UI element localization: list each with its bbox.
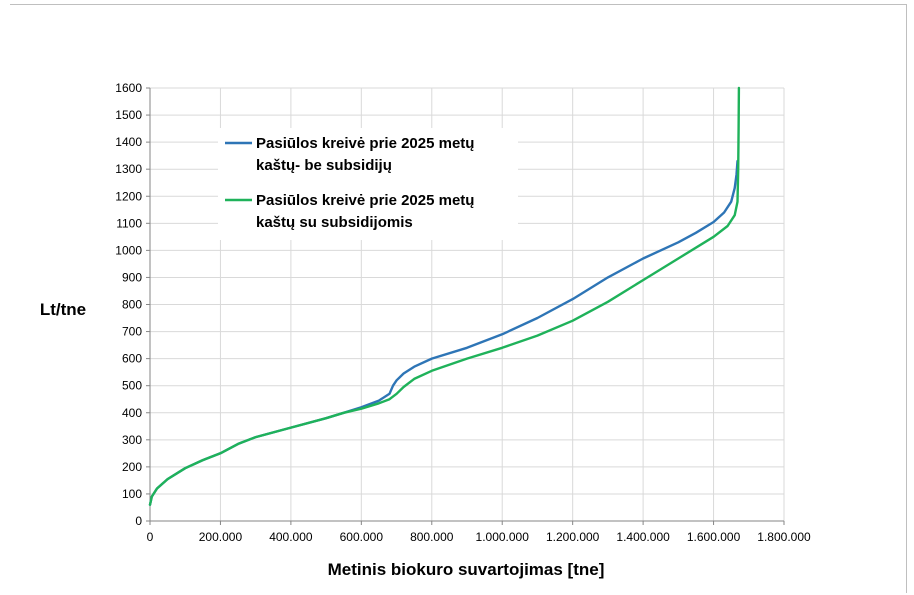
x-tick-label: 1.600.000 [687, 530, 741, 544]
y-tick-label: 1500 [115, 108, 142, 122]
y-tick-label: 300 [122, 433, 142, 447]
y-tick-label: 900 [122, 270, 142, 284]
legend-label: Pasiūlos kreivė prie 2025 metų [256, 135, 474, 152]
x-tick-label: 600.000 [340, 530, 384, 544]
y-tick-label: 600 [122, 352, 142, 366]
legend-label: kaštų su subsidijomis [256, 214, 413, 231]
legend: Pasiūlos kreivė prie 2025 metų kaštų- be … [218, 128, 518, 240]
x-tick-label: 800.000 [410, 530, 454, 544]
x-tick-label: 1.800.000 [757, 530, 811, 544]
x-axis-title: Metinis biokuro suvartojimas [tne] [328, 560, 605, 579]
y-tick-label: 1000 [115, 243, 142, 257]
y-tick-label: 1300 [115, 162, 142, 176]
x-tick-label: 400.000 [269, 530, 313, 544]
legend-background [218, 128, 518, 240]
y-tick-label: 200 [122, 460, 142, 474]
x-tick-label: 1.200.000 [546, 530, 600, 544]
x-tick-labels: 0 200.000 400.000 600.000 800.000 1.000.000 1.… [147, 530, 811, 544]
y-tick-labels: 0 100 200 300 400 500 600 700 800 900 1000 1100 1200… [115, 81, 142, 528]
legend-label: kaštų- be subsidijų [256, 157, 392, 174]
series-line-su-subsidijomis [148, 86, 741, 506]
y-tick-label: 1400 [115, 135, 142, 149]
y-axis-title: Lt/tne [40, 300, 86, 319]
legend-items: Pasiūlos kreivė prie 2025 metų kaštų- be … [225, 135, 474, 231]
x-tick-label: 0 [147, 530, 154, 544]
axes [146, 87, 785, 525]
legend-label: Pasiūlos kreivė prie 2025 metų [256, 192, 474, 209]
y-tick-label: 1600 [115, 81, 142, 95]
y-tick-label: 100 [122, 487, 142, 501]
x-tick-label: 200.000 [199, 530, 243, 544]
y-tick-label: 0 [135, 514, 142, 528]
x-tick-label: 1.400.000 [616, 530, 670, 544]
y-tick-label: 500 [122, 379, 142, 393]
y-tick-label: 800 [122, 298, 142, 312]
x-tick-label: 1.000.000 [476, 530, 530, 544]
y-tick-label: 1200 [115, 189, 142, 203]
y-tick-label: 1100 [116, 216, 142, 230]
y-tick-label: 700 [122, 325, 142, 339]
series-lines [148, 86, 741, 506]
y-tick-label: 400 [122, 406, 142, 420]
chart-frame [10, 4, 907, 593]
